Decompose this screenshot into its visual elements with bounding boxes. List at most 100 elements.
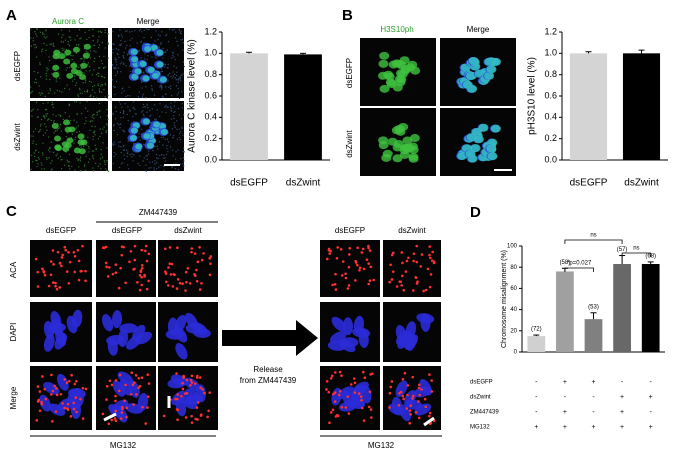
kinetochore (147, 279, 150, 283)
noise (45, 49, 47, 52)
kinetochore (329, 411, 333, 414)
kinetochore (59, 392, 63, 396)
noise (173, 117, 175, 120)
kinetochore (73, 382, 77, 386)
noise (162, 136, 165, 138)
noise (41, 92, 44, 94)
bar (284, 54, 322, 160)
row-label: Merge (9, 386, 18, 409)
kinetochore (388, 391, 392, 395)
noise (35, 28, 38, 30)
kinetochore (200, 281, 203, 285)
kinetochore (362, 267, 366, 271)
noise (123, 149, 126, 151)
kinetochore (428, 422, 432, 426)
noise (79, 92, 81, 94)
noise (32, 108, 34, 110)
noise (120, 44, 122, 46)
kinetochore (60, 264, 63, 268)
kinetochore (423, 397, 427, 401)
noise (50, 43, 52, 45)
noise (93, 170, 95, 172)
noise (131, 156, 133, 158)
noise (90, 81, 92, 83)
noise (129, 95, 131, 97)
noise (60, 159, 62, 161)
signal (391, 59, 402, 68)
noise (148, 28, 150, 31)
signal (131, 56, 139, 63)
kinetochore (65, 381, 69, 385)
noise (161, 70, 164, 73)
noise (142, 103, 145, 106)
treatment-label: MG132 (368, 441, 395, 450)
noise (181, 91, 183, 93)
condition-label: dsEGFP (470, 380, 493, 386)
kinetochore (189, 378, 193, 382)
noise (174, 101, 176, 103)
noise (64, 39, 67, 41)
noise (46, 156, 48, 159)
noise (158, 141, 161, 143)
noise (90, 94, 92, 96)
kinetochore (432, 419, 436, 423)
noise (173, 105, 175, 107)
kinetochore (408, 409, 412, 412)
signal (465, 72, 476, 81)
noise (168, 141, 170, 143)
kinetochore (417, 400, 420, 403)
noise (40, 123, 42, 125)
noise (45, 78, 48, 80)
noise (162, 165, 165, 167)
noise (75, 44, 78, 46)
noise (176, 94, 178, 96)
noise (104, 96, 106, 98)
kinetochore (334, 272, 337, 276)
condition-mark: + (591, 379, 595, 386)
signal (379, 51, 390, 60)
noise (77, 125, 79, 127)
kinetochore (408, 421, 411, 425)
noise (56, 153, 58, 155)
noise (182, 61, 184, 63)
noise (122, 116, 124, 118)
noise (45, 29, 47, 31)
noise (172, 77, 174, 79)
noise (106, 115, 108, 117)
kinetochore (429, 256, 432, 260)
kinetochore (354, 261, 358, 264)
row-label: ACA (9, 261, 18, 278)
noise (151, 88, 153, 90)
condition-mark: + (649, 394, 653, 401)
kinetochore (360, 406, 364, 410)
significance-label: ns (633, 246, 639, 252)
chromosome (337, 386, 355, 400)
kinetochore (68, 260, 72, 264)
noise (74, 101, 76, 103)
noise (122, 113, 125, 115)
chromosome (413, 386, 432, 398)
condition-mark: + (620, 409, 624, 416)
noise (59, 156, 62, 158)
kinetochore (106, 275, 110, 278)
noise (37, 163, 39, 165)
kinetochore (201, 388, 205, 391)
noise (152, 150, 154, 152)
noise (81, 112, 83, 115)
noise (132, 143, 135, 145)
chromosome (101, 314, 114, 332)
kinetochore (175, 287, 179, 290)
noise (39, 62, 41, 64)
noise (137, 96, 140, 98)
noise (124, 103, 126, 105)
kinetochore (138, 274, 142, 277)
noise (89, 53, 91, 55)
arrow (423, 416, 435, 427)
row-label: dsEGFP (13, 51, 22, 81)
noise (30, 28, 32, 30)
noise (45, 113, 47, 115)
kinetochore (181, 282, 184, 286)
kinetochore (136, 281, 139, 284)
noise (182, 163, 184, 165)
kinetochore (332, 392, 335, 396)
